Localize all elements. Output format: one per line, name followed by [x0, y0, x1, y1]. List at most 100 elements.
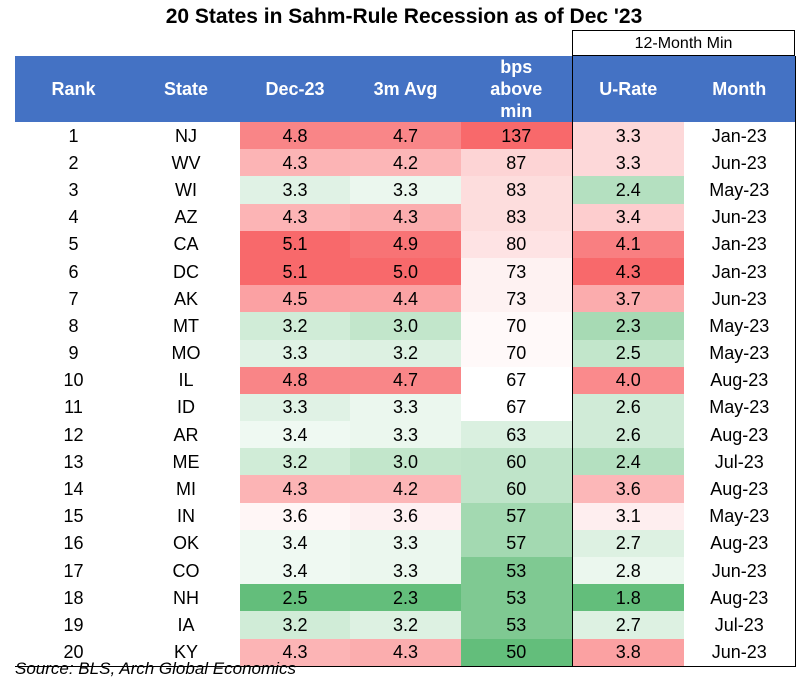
rank-cell: 9	[68, 343, 79, 364]
column-header-u-rate: U-Rate	[571, 56, 684, 122]
bps-above-min-cell: 83	[461, 203, 572, 231]
u-rate-cell: 4.0	[571, 366, 684, 394]
rank-cell: 20	[15, 638, 132, 667]
dec-23-cell: 3.3	[240, 176, 350, 204]
rank-cell: 11	[64, 397, 83, 418]
table-row: 19 IA 3.2 3.2 53 2.7 Jul-23	[15, 611, 796, 639]
month-cell: Aug-23	[684, 529, 796, 557]
rank-cell: 3	[68, 179, 79, 200]
state-cell: WI	[175, 179, 197, 200]
dec-23-cell: 3.2	[240, 312, 350, 340]
3m-avg-cell: 3.3	[350, 529, 461, 557]
bps-above-min-cell: 60	[461, 448, 572, 476]
month-cell: Jan-23	[684, 230, 796, 258]
u-rate-cell: 3.8	[571, 638, 684, 667]
dec-23-cell: 2.5	[240, 584, 350, 612]
state-cell: MO	[171, 343, 201, 364]
bps-above-min-cell: 63	[461, 421, 572, 449]
u-rate-cell: 2.7	[571, 611, 684, 639]
3m-avg-cell: 4.7	[350, 366, 461, 394]
dec-23-cell: 4.5	[240, 285, 350, 313]
state-cell: DC	[173, 261, 199, 282]
column-header-bps-above-min: bps above min	[461, 56, 572, 122]
dec-23-cell: 3.4	[240, 557, 350, 585]
3m-avg-cell: 3.2	[350, 339, 461, 367]
dec-23-cell: 3.3	[240, 393, 350, 422]
table-row: 3 WI 3.3 3.3 83 2.4 May-23	[15, 176, 796, 204]
3m-avg-cell: 3.0	[350, 448, 461, 476]
bps-above-min-cell: 67	[461, 366, 572, 394]
dec-23-cell: 3.2	[240, 448, 350, 476]
table-row: 10 IL 4.8 4.7 67 4.0 Aug-23	[15, 366, 796, 394]
bps-above-min-cell: 53	[461, 557, 572, 585]
column-header-state: State	[132, 56, 240, 122]
table-row: 11 ID 3.3 3.3 67 2.6 May-23	[15, 393, 796, 422]
table-row: 15 IN 3.6 3.6 57 3.1 May-23	[15, 502, 796, 530]
table-row: 4 AZ 4.3 4.3 83 3.4 Jun-23	[15, 203, 796, 231]
header-row: Rank State Dec-23 3m Avg bps above min U…	[15, 56, 796, 122]
table-row: 6 DC 5.1 5.0 73 4.3 Jan-23	[15, 257, 796, 286]
u-rate-cell: 1.8	[571, 584, 684, 612]
table-row: 12 AR 3.4 3.3 63 2.6 Aug-23	[15, 421, 796, 449]
table-row: 7 AK 4.5 4.4 73 3.7 Jun-23	[15, 285, 796, 313]
dec-23-cell: 4.8	[240, 122, 350, 150]
table-row: 2 WV 4.3 4.2 87 3.3 Jun-23	[15, 149, 796, 177]
column-header-dec-23: Dec-23	[240, 56, 350, 122]
rank-cell: 6	[68, 261, 79, 282]
rank-cell: 7	[68, 288, 79, 309]
bps-above-min-cell: 73	[461, 257, 572, 286]
month-cell: Jun-23	[684, 557, 796, 585]
state-cell: NJ	[175, 125, 197, 146]
rank-cell: 5	[68, 234, 79, 255]
3m-avg-cell: 4.3	[350, 203, 461, 231]
3m-avg-cell: 3.6	[350, 502, 461, 530]
3m-avg-cell: 2.3	[350, 584, 461, 612]
rank-cell: 4	[68, 207, 79, 228]
dec-23-cell: 3.4	[240, 421, 350, 449]
rank-cell: 13	[63, 451, 84, 472]
dec-23-cell: 3.4	[240, 529, 350, 557]
state-cell: IN	[177, 506, 195, 527]
rank-cell: 12	[63, 424, 84, 445]
rank-cell: 1	[68, 125, 79, 146]
table-row: 1 NJ 4.8 4.7 137 3.3 Jan-23	[15, 122, 796, 150]
table-row: 18 NH 2.5 2.3 53 1.8 Aug-23	[15, 584, 796, 612]
month-cell: Aug-23	[684, 584, 796, 612]
rank-cell: 15	[63, 506, 84, 527]
table-row: 14 MI 4.3 4.2 60 3.6 Aug-23	[15, 475, 796, 503]
rank-cell: 18	[63, 587, 84, 608]
dec-23-cell: 5.1	[240, 230, 350, 258]
dec-23-cell: 3.3	[240, 339, 350, 367]
state-cell: KY	[132, 638, 240, 667]
3m-avg-cell: 4.3	[350, 638, 461, 667]
state-cell: ID	[177, 397, 195, 418]
u-rate-cell: 2.5	[571, 339, 684, 367]
3m-avg-cell: 4.2	[350, 149, 461, 177]
month-cell: May-23	[684, 393, 796, 422]
dec-23-cell: 4.3	[240, 638, 350, 667]
dec-23-cell: 4.3	[240, 203, 350, 231]
u-rate-cell: 2.6	[571, 421, 684, 449]
bps-above-min-cell: 57	[461, 529, 572, 557]
month-cell: Jun-23	[684, 149, 796, 177]
bps-above-min-cell: 67	[461, 393, 572, 422]
u-rate-cell: 3.4	[571, 203, 684, 231]
rank-cell: 16	[63, 533, 84, 554]
month-cell: May-23	[684, 312, 796, 340]
state-cell: ME	[172, 451, 200, 472]
u-rate-cell: 2.4	[571, 448, 684, 476]
u-rate-cell: 2.6	[571, 393, 684, 422]
dec-23-cell: 5.1	[240, 257, 350, 286]
month-cell: Jun-23	[684, 285, 796, 313]
bps-above-min-cell: 83	[461, 176, 572, 204]
table-row: 9 MO 3.3 3.2 70 2.5 May-23	[15, 339, 796, 367]
state-cell: AR	[173, 424, 199, 445]
month-cell: Jul-23	[684, 448, 796, 476]
u-rate-cell: 2.7	[571, 529, 684, 557]
3m-avg-cell: 4.2	[350, 475, 461, 503]
table-row: 20 KY 4.3 4.3 50 3.8 Jun-23	[15, 638, 796, 667]
3m-avg-cell: 4.4	[350, 285, 461, 313]
table-row: 16 OK 3.4 3.3 57 2.7 Aug-23	[15, 529, 796, 557]
rank-cell: 14	[63, 479, 84, 500]
column-header-rank: Rank	[15, 56, 132, 122]
